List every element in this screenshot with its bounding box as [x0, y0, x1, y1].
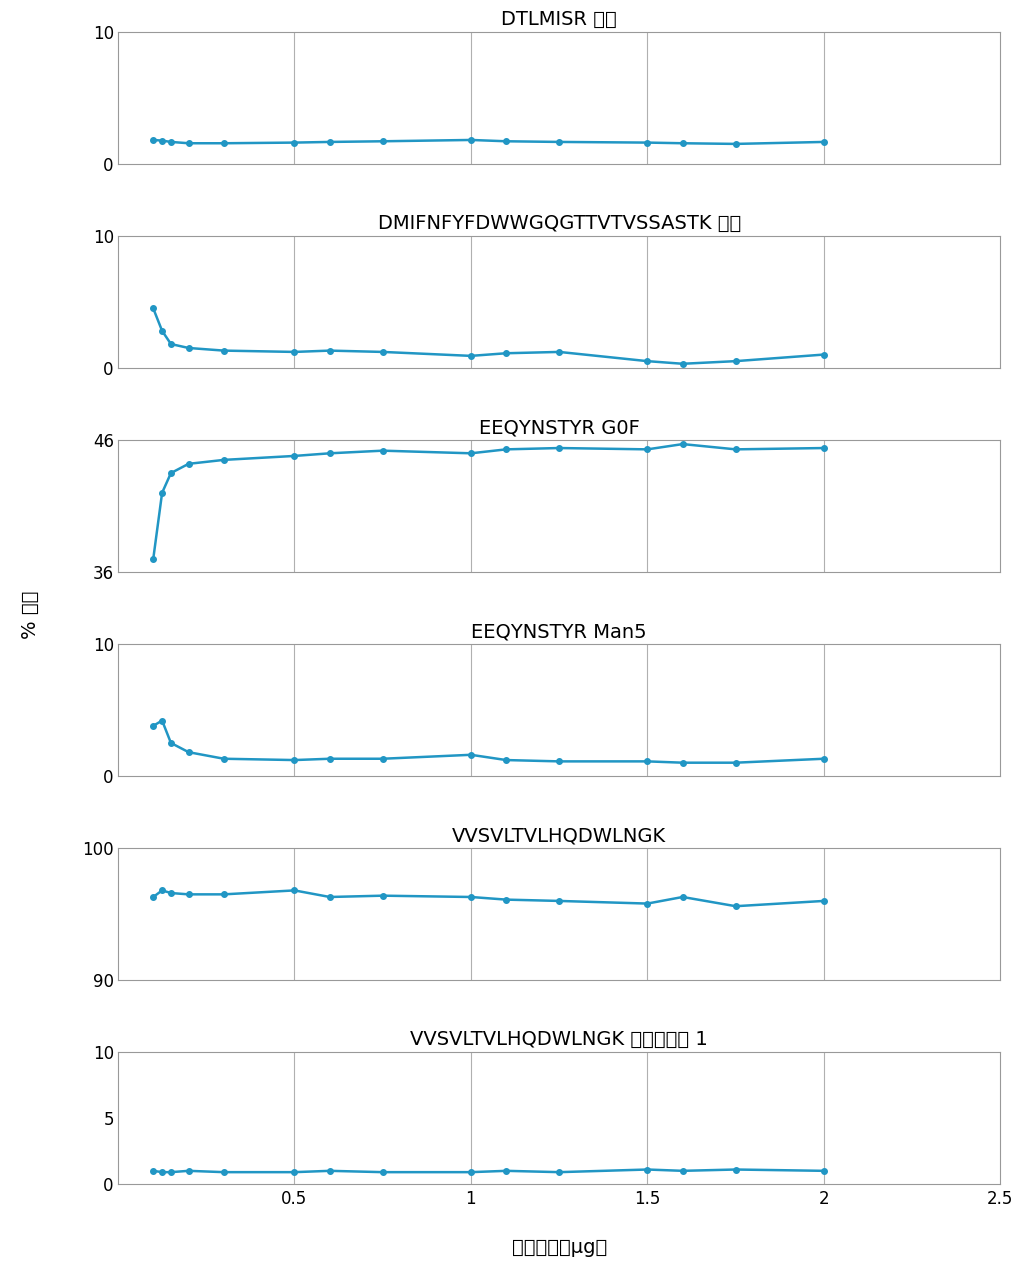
Title: EEQYNSTYR Man5: EEQYNSTYR Man5: [471, 622, 647, 641]
Text: % 修飾: % 修飾: [22, 590, 40, 639]
Text: ロード量（μg）: ロード量（μg）: [512, 1238, 606, 1257]
Title: DTLMISR 酸化: DTLMISR 酸化: [502, 10, 617, 29]
Title: DMIFNFYFDWWGQGTTVTVSSASTK 酸化: DMIFNFYFDWWGQGTTVTVSSASTK 酸化: [378, 214, 741, 233]
Title: VVSVLTVLHQDWLNGK: VVSVLTVLHQDWLNGK: [452, 827, 666, 845]
Title: VVSVLTVLHQDWLNGK 脱アミド化 1: VVSVLTVLHQDWLNGK 脱アミド化 1: [410, 1030, 708, 1050]
Title: EEQYNSTYR G0F: EEQYNSTYR G0F: [479, 419, 639, 438]
